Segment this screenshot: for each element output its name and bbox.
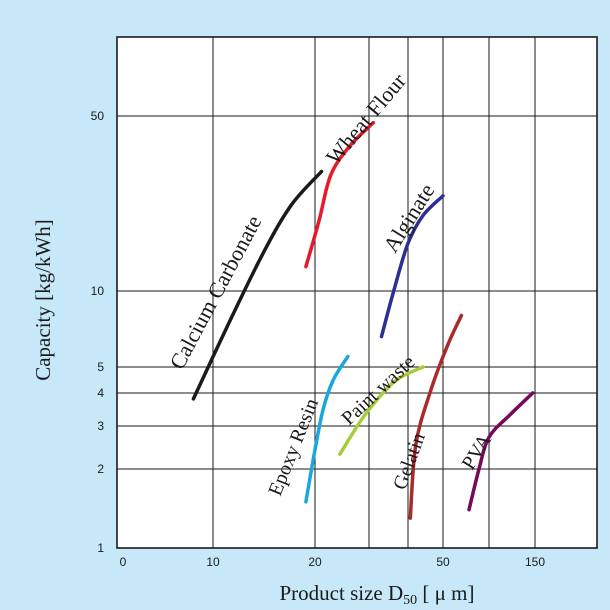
x-tick-label: 10 <box>206 555 220 569</box>
series-line-gelatin <box>408 313 464 520</box>
plot-area <box>116 36 598 549</box>
series-line-pva <box>467 391 535 512</box>
series-line-epoxy-resin <box>304 354 350 504</box>
y-tick-label: 3 <box>97 419 104 433</box>
x-tick-label: 50 <box>436 555 450 569</box>
series-line-paint-waste <box>338 365 425 456</box>
series-line-alginate <box>379 194 445 339</box>
axis-tick-labels: 0 10 20 50 150 1 2 3 4 5 10 50 <box>91 109 546 569</box>
x-axis-label: Product size D50 [ μ m] <box>280 581 475 605</box>
y-tick-label: 10 <box>91 284 105 298</box>
y-axis-label: Capacity [kg/kWh] <box>31 219 55 381</box>
x-tick-label: 20 <box>308 555 322 569</box>
series-line-calcium-carbonate <box>191 169 324 401</box>
y-tick-label: 2 <box>97 462 104 476</box>
x-tick-label: 150 <box>525 555 545 569</box>
series-layer <box>191 120 535 520</box>
series-line-wheat-flour <box>304 120 376 269</box>
y-tick-label: 50 <box>91 109 105 123</box>
x-tick-label: 0 <box>120 555 127 569</box>
y-tick-label: 5 <box>97 360 104 374</box>
y-tick-label: 4 <box>97 386 104 400</box>
y-tick-label: 1 <box>97 541 104 555</box>
